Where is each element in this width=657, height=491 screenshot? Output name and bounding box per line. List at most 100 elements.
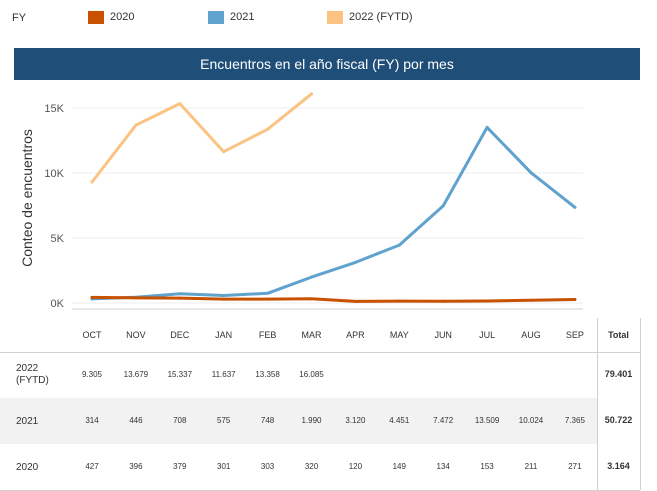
legend-swatch-2022 xyxy=(327,10,343,24)
table-header-divider xyxy=(0,352,640,353)
line-chart: Conteo de encuentros 0K 5K 10K 15K xyxy=(19,92,583,310)
data-point-2020 xyxy=(529,298,533,302)
data-point-2021 xyxy=(266,291,270,295)
legend-swatch-2020 xyxy=(88,10,104,24)
column-header: AUG xyxy=(521,330,541,340)
table-cell: 1.990 xyxy=(301,416,322,425)
table-cell: 314 xyxy=(85,416,99,425)
row-label-line: 2020 xyxy=(16,462,39,473)
legend: FY 2020 2021 2022 (FYTD) xyxy=(0,0,657,36)
row-label-line: 2022 xyxy=(16,363,39,374)
table-cell: 13.509 xyxy=(474,416,500,425)
data-point-2021 xyxy=(397,243,401,247)
row-total: 3.164 xyxy=(607,461,630,471)
y-axis-title: Conteo de encuentros xyxy=(19,129,35,267)
data-point-2022 xyxy=(90,180,94,184)
table-cell: 149 xyxy=(392,462,406,471)
y-tick-label: 15K xyxy=(44,103,64,115)
data-point-2021 xyxy=(441,204,445,208)
data-point-2020 xyxy=(266,297,270,301)
data-point-2022 xyxy=(178,102,182,106)
table-cell: 10.024 xyxy=(518,416,544,425)
table-cell: 153 xyxy=(480,462,494,471)
legend-item-2020[interactable]: 2020 xyxy=(88,10,134,24)
data-point-2021 xyxy=(573,205,577,209)
table-cell: 708 xyxy=(173,416,187,425)
table-cell: 3.120 xyxy=(345,416,366,425)
table-cell: 446 xyxy=(129,416,143,425)
data-point-2021 xyxy=(353,260,357,264)
column-header: OCT xyxy=(82,330,102,340)
table-cell: 134 xyxy=(436,462,450,471)
data-point-2020 xyxy=(353,299,357,303)
column-header: JUN xyxy=(434,330,452,340)
legend-label-2020: 2020 xyxy=(110,11,135,23)
series-line-2022 xyxy=(90,92,313,184)
table-cell: 320 xyxy=(304,462,319,471)
data-point-2020 xyxy=(485,299,489,303)
series-line-2020 xyxy=(90,295,577,303)
legend-label-2021: 2021 xyxy=(230,11,255,23)
data-point-2020 xyxy=(310,297,313,301)
row-label: 2020 xyxy=(16,462,38,474)
y-tick-label: 10K xyxy=(44,168,64,180)
y-tick-label: 5K xyxy=(51,233,65,245)
column-header: JUL xyxy=(479,330,496,340)
total-column-divider xyxy=(597,318,598,490)
table-cell: 13.358 xyxy=(255,370,280,379)
row-label: 2021 xyxy=(16,416,38,428)
table-cell: 7.365 xyxy=(564,416,585,425)
table-cell: 301 xyxy=(217,462,231,471)
data-point-2021 xyxy=(485,125,489,129)
chart-title: Encuentros en el año fiscal (FY) por mes xyxy=(14,48,640,80)
legend-title: FY xyxy=(12,12,27,24)
table-cell: 748 xyxy=(260,416,275,425)
row-label: 2022 (FYTD) xyxy=(16,363,49,387)
legend-item-2022[interactable]: 2022 (FYTD) xyxy=(327,10,413,24)
table-cell: 9.305 xyxy=(81,370,103,379)
table-cell: 11.637 xyxy=(211,370,236,379)
legend-label-2022: 2022 (FYTD) xyxy=(349,11,413,23)
table-cell: 16.085 xyxy=(299,370,324,379)
data-point-2020 xyxy=(134,296,138,300)
column-header: SEP xyxy=(565,330,584,340)
table-cell: 303 xyxy=(260,462,275,471)
data-point-2021 xyxy=(222,294,226,298)
table-row-stripe xyxy=(0,398,597,444)
data-point-2020 xyxy=(573,297,577,301)
row-total: 50.722 xyxy=(604,415,633,425)
data-point-2021 xyxy=(178,292,182,296)
column-header: FEB xyxy=(258,330,277,340)
table-cell: 120 xyxy=(348,462,363,471)
y-tick-label: 0K xyxy=(51,298,65,310)
data-point-2020 xyxy=(90,295,94,299)
column-header: MAR xyxy=(301,330,322,340)
data-point-2022 xyxy=(310,92,313,96)
row-label-line: 2021 xyxy=(16,416,39,427)
data-point-2021 xyxy=(529,171,533,175)
data-table: OCT NOV DEC JAN FEB MAR APR MAY JUN JUL AUG SEP Tota… xyxy=(0,318,657,491)
data-point-2020 xyxy=(222,297,226,301)
data-point-2021 xyxy=(310,275,313,279)
table-right-border xyxy=(640,318,641,490)
column-header: APR xyxy=(346,330,365,340)
data-point-2020 xyxy=(441,299,445,303)
table-cell: 4.451 xyxy=(389,416,410,425)
table-cell: 211 xyxy=(524,462,538,471)
table-cell: 7.472 xyxy=(433,416,454,425)
row-total: 79.401 xyxy=(604,369,633,379)
column-header: DEC xyxy=(170,330,190,340)
column-header: JAN xyxy=(215,330,233,340)
table-cell: 427 xyxy=(85,462,99,471)
data-point-2020 xyxy=(397,299,401,303)
data-point-2022 xyxy=(222,150,226,154)
table-cell: 575 xyxy=(217,416,231,425)
table-cell: 379 xyxy=(173,462,187,471)
data-point-2022 xyxy=(134,123,138,127)
legend-item-2021[interactable]: 2021 xyxy=(208,10,254,24)
table-cell: 15.337 xyxy=(167,370,193,379)
table-cell: 396 xyxy=(129,462,143,471)
total-column-header: Total xyxy=(608,330,629,340)
series-line-2021 xyxy=(90,125,577,301)
data-point-2022 xyxy=(266,127,270,131)
